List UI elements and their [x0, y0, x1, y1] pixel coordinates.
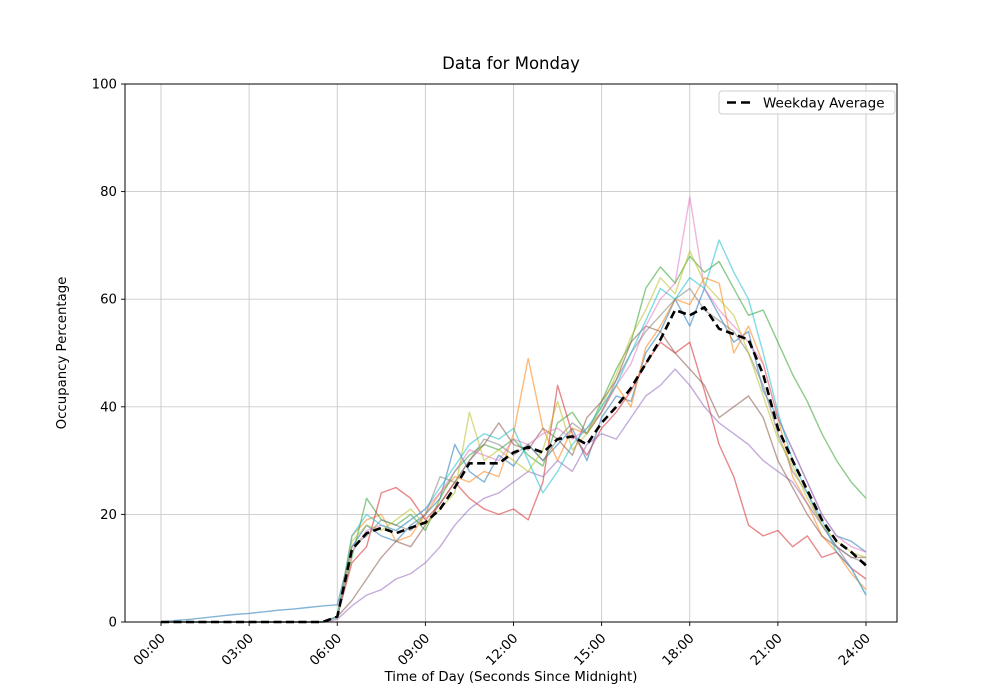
grid-lines: [125, 83, 897, 623]
x-tick-label: 15:00: [572, 631, 610, 669]
x-tick-label: 24:00: [836, 631, 874, 669]
x-tick-label: 00:00: [131, 631, 169, 669]
y-tick-label: 100: [92, 78, 117, 93]
x-tick-label: 06:00: [307, 631, 345, 669]
x-tick-label: 09:00: [395, 631, 433, 669]
legend-label: Weekday Average: [763, 96, 885, 112]
x-axis-label: Time of Day (Seconds Since Midnight): [384, 670, 638, 685]
x-tick-label: 03:00: [219, 631, 257, 669]
y-tick-label: 20: [100, 508, 117, 523]
y-tick-label: 0: [109, 616, 117, 631]
y-axis-label: Occupancy Percentage: [55, 277, 70, 430]
x-tick-label: 12:00: [484, 631, 522, 669]
x-tick-label: 21:00: [748, 631, 786, 669]
chart-title: Data for Monday: [442, 54, 580, 73]
y-tick-label: 40: [100, 400, 117, 415]
y-tick-label: 60: [100, 293, 117, 308]
day-series-line-1: [160, 287, 867, 623]
legend-box: [718, 90, 896, 115]
x-tick-label: 18:00: [660, 631, 698, 669]
legend: Weekday Average: [718, 90, 896, 115]
y-tick-label: 80: [100, 185, 117, 200]
plot-border: [124, 83, 898, 623]
axis-ticks: 00:00 03:00 06:00 09:00 12:00 15:00 18:00 21:00…: [92, 78, 874, 669]
